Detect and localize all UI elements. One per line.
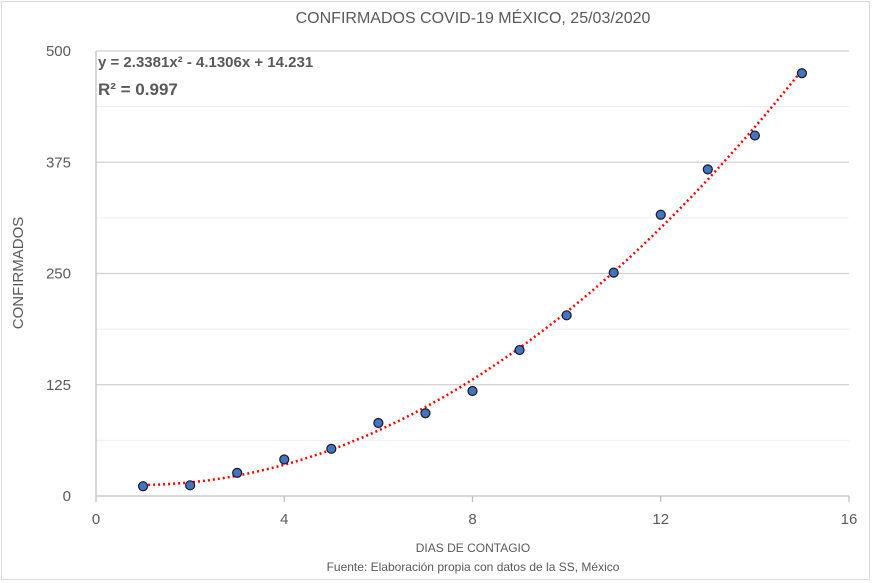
y-tick-label: 250 — [46, 266, 71, 283]
trendline — [143, 69, 803, 487]
y-tick-label: 500 — [46, 43, 71, 60]
data-point — [655, 209, 666, 220]
data-point — [561, 310, 572, 321]
data-point — [373, 417, 384, 429]
y-tick-label: 0 — [63, 488, 71, 505]
y-axis-label: CONFIRMADOS — [10, 217, 27, 330]
y-tick-label: 125 — [46, 377, 71, 394]
data-point — [326, 443, 337, 454]
data-point — [232, 467, 243, 478]
data-point — [185, 480, 196, 491]
data-point — [702, 164, 713, 175]
data-point — [608, 267, 619, 278]
data-point — [467, 385, 478, 397]
data-point — [514, 344, 525, 356]
data-point — [749, 130, 760, 141]
trendline-equation: y = 2.3381x² - 4.1306x + 14.231 — [98, 54, 313, 71]
x-tick-label: 16 — [841, 511, 858, 528]
data-point — [279, 454, 290, 465]
trendline-r2: R² = 0.997 — [98, 80, 178, 99]
x-tick-label: 0 — [92, 511, 100, 528]
chart-title: CONFIRMADOS COVID-19 MÉXICO, 25/03/2020 — [296, 8, 651, 27]
y-tick-label: 375 — [46, 154, 71, 171]
source-note: Fuente: Elaboración propia con datos de … — [327, 560, 620, 574]
data-point — [137, 481, 149, 492]
x-tick-label: 12 — [652, 511, 669, 528]
x-tick-label: 8 — [468, 511, 476, 528]
x-tick-label: 4 — [280, 511, 288, 528]
data-point — [420, 408, 431, 419]
x-axis-label: DIAS DE CONTAGIO — [416, 541, 530, 555]
data-point — [796, 68, 808, 79]
